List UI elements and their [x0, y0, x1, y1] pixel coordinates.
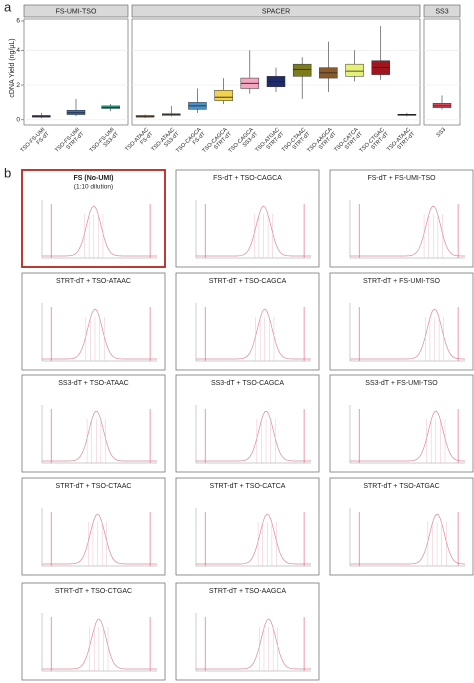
trace-title: FS (No-UMI) [73, 175, 113, 182]
trace-frame [175, 374, 320, 473]
y-tick-label: 6 [16, 18, 20, 25]
trace-frame [329, 272, 474, 371]
trace-curve [196, 411, 311, 462]
panel-label: b [4, 165, 11, 180]
trace-curve [42, 205, 157, 257]
y-tick-label: 4 [16, 47, 20, 54]
x-tick-label: TSO-FS-UMISS3-dT [89, 127, 121, 159]
trace-curve [350, 308, 465, 360]
x-tick-label: TSO-CAGCASTRT-dT [202, 127, 234, 159]
x-tick-label: TSO-CAGCAFS-dT [176, 127, 208, 159]
box [292, 63, 312, 77]
trace-frame [21, 477, 166, 576]
trace-title: STRT-dT + TSO-ATGAC [363, 483, 439, 490]
x-tick-label: TSO-CAGCASS3-dT [228, 127, 260, 159]
x-tick-label: TSO-FS-UMIFS-dT [20, 127, 52, 159]
box [66, 109, 86, 115]
trace-curve [42, 513, 157, 565]
x-tick-label: TSO-ATAACFS-dT [125, 127, 156, 158]
y-tick-label: 2 [16, 82, 20, 89]
trace-title: STRT-dT + TSO-CAGCA [209, 278, 287, 285]
trace-curve [196, 205, 311, 257]
trace-curve [196, 618, 311, 670]
facet-title: SPACER [262, 8, 290, 15]
trace-title: STRT-dT + TSO-CTAAC [56, 483, 132, 490]
trace-curve [350, 205, 465, 257]
x-tick-label: TSO-CTAACSTRT-dT [281, 127, 312, 158]
x-tick-label: SS3 [436, 127, 448, 139]
box [101, 105, 120, 109]
trace-title: FS-dT + TSO-CAGCA [213, 175, 282, 182]
trace-curve [196, 308, 311, 360]
trace-title: STRT-dT + TSO-CTGAC [55, 588, 132, 595]
trace-title: STRT-dT + TSO-CATCA [210, 483, 286, 490]
facet-strip [23, 4, 129, 18]
x-tick-label: TSO-ATGACSTRT-dT [255, 127, 286, 158]
trace-title: SS3-dT + FS-UMI-TSO [365, 380, 438, 387]
trace-frame [329, 477, 474, 576]
trace-frame [329, 374, 474, 473]
trace-subtitle: (1:10 dilution) [74, 184, 113, 191]
x-tick-label: TSO-CTGACSTRT-dT [359, 127, 391, 159]
trace-curve [350, 513, 466, 565]
x-tick-label: TSO-FS-UMISTRT-dT [55, 127, 87, 159]
x-tick-label: TSO-AAGCASTRT-dT [307, 127, 339, 159]
trace-frame [21, 374, 166, 473]
trace-frame [21, 169, 166, 268]
facet-strip [423, 4, 461, 18]
trace-curve [42, 618, 157, 670]
box [214, 89, 233, 101]
trace-curve [42, 410, 157, 462]
trace-frame [175, 272, 320, 371]
facet-title: FS-UMI-TSO [56, 8, 97, 15]
y-tick-label: 0 [16, 117, 20, 124]
trace-title: STRT-dT + FS-UMI-TSO [363, 278, 440, 285]
facet-title: SS3 [435, 8, 448, 15]
trace-frame [329, 169, 474, 268]
trace-title: FS-dT + FS-UMI-TSO [367, 175, 436, 182]
trace-curve [350, 410, 465, 462]
trace-frame [175, 582, 320, 681]
trace-title: STRT-dT + TSO-AAGCA [209, 588, 287, 595]
y-axis-title: cDNA Yield (ng/µL) [9, 38, 16, 97]
facet-strip [131, 4, 421, 18]
panel-label: a [4, 0, 12, 14]
x-tick-label: TSO-ATAACSTRT-dT [386, 127, 417, 158]
trace-curve [196, 513, 311, 565]
x-tick-label: TSO-CATCASTRT-dT [334, 127, 365, 158]
trace-title: SS3-dT + TSO-ATAAC [58, 380, 128, 387]
x-tick-line: SS3 [436, 127, 448, 139]
trace-frame [21, 272, 166, 371]
trace-frame [175, 477, 320, 576]
box [432, 103, 452, 108]
box [345, 63, 364, 77]
trace-frame [175, 169, 320, 268]
trace-title: SS3-dT + TSO-CAGCA [211, 380, 284, 387]
trace-title: STRT-dT + TSO-ATAAC [56, 278, 131, 285]
